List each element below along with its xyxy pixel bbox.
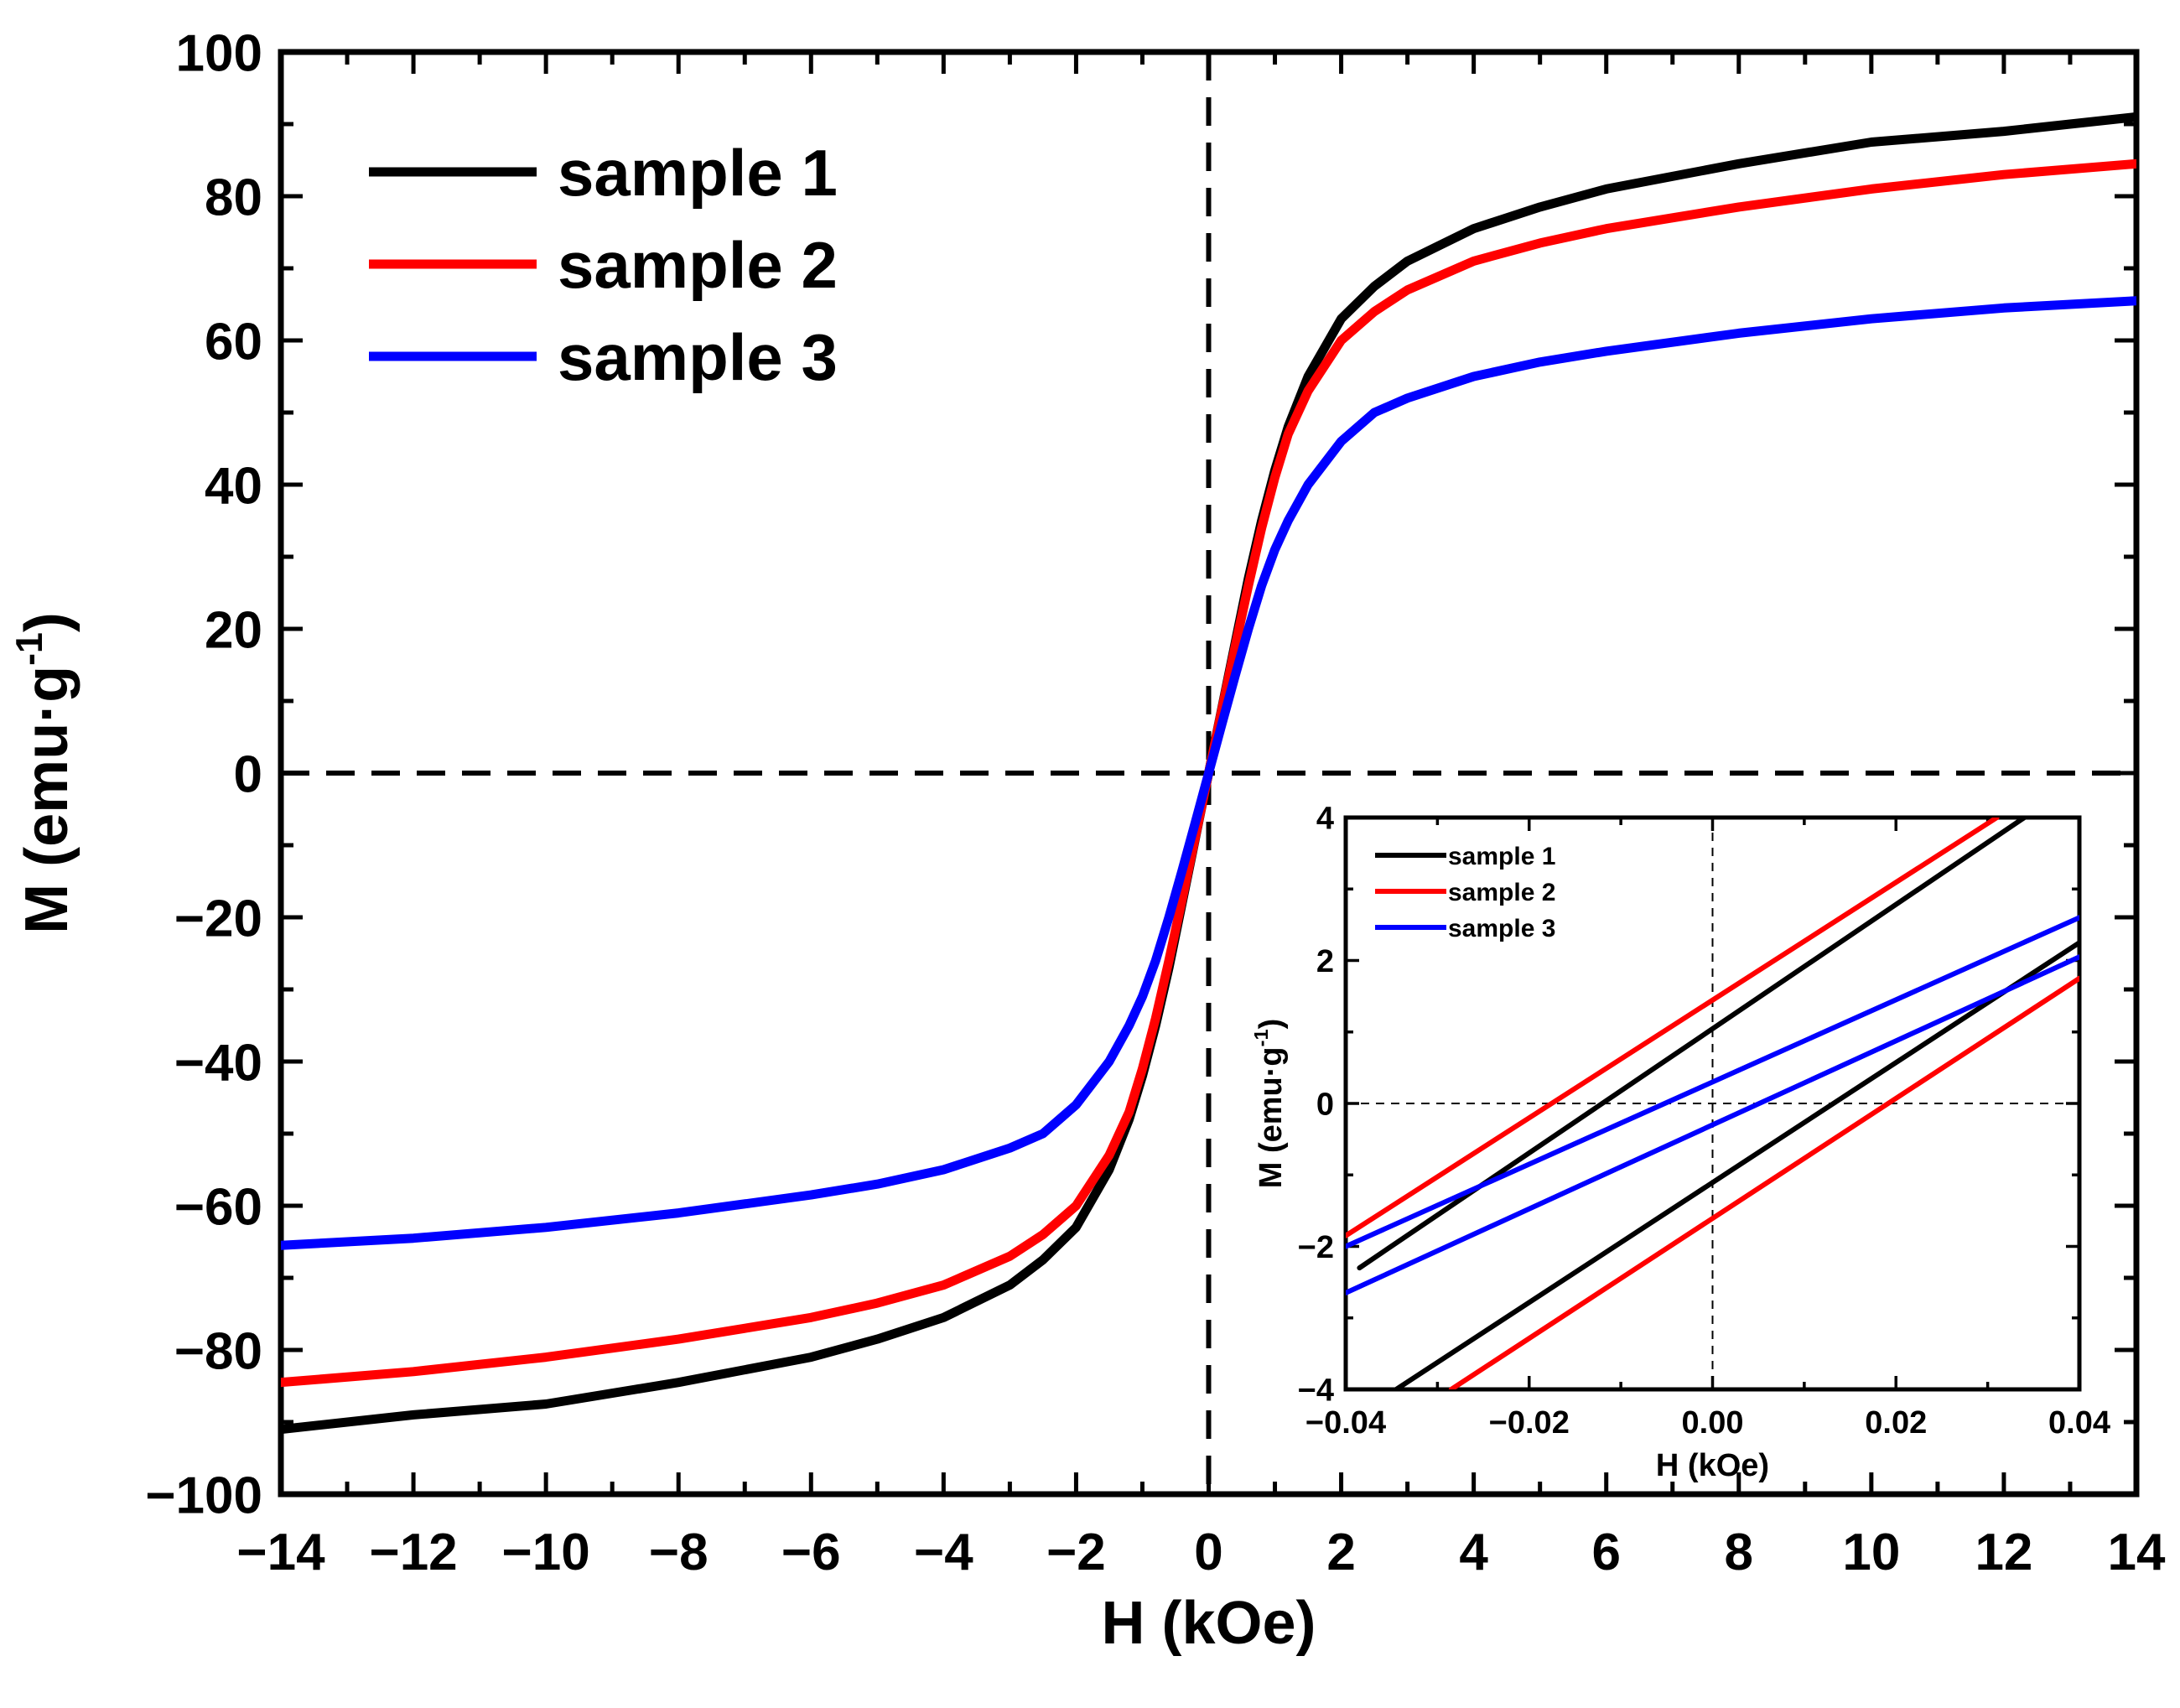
inset-x-tick-label: −0.04	[1305, 1405, 1386, 1441]
inset-y-axis-title-sup: -1	[1250, 1029, 1272, 1046]
main-legend-label-2: sample 2	[558, 228, 838, 302]
inset-series-line-3-branch-1	[1346, 915, 2079, 1249]
inset-y-tick-label: 0	[1316, 1088, 1334, 1123]
inset-legend-label-1: sample 1	[1448, 843, 1555, 870]
main-x-axis-title: H (kOe)	[1101, 1590, 1316, 1657]
inset-series-line-2-branch-1	[1346, 818, 2000, 1238]
main-x-tick-label: 10	[1842, 1524, 1900, 1581]
main-x-tick-label: 2	[1326, 1524, 1355, 1581]
inset-series-line-2-branch-2	[1448, 975, 2079, 1389]
main-legend-label-1: sample 1	[558, 136, 838, 210]
main-y-axis-title: M (emu·g-1)	[9, 612, 80, 934]
inset-x-tick-label: 0.02	[1865, 1405, 1927, 1441]
main-x-tick-label: 6	[1591, 1524, 1620, 1581]
main-x-tick-label: −2	[1046, 1524, 1106, 1581]
inset-series-line-3-branch-2	[1346, 954, 2079, 1295]
inset-series-group	[1346, 818, 2079, 1389]
main-y-tick-label: −100	[145, 1467, 262, 1524]
main-x-tick-label: −14	[236, 1524, 325, 1581]
inset-y-tick-label: 2	[1316, 944, 1334, 979]
inset-y-tick-label: −4	[1298, 1373, 1334, 1409]
main-x-tick-label: 4	[1459, 1524, 1488, 1581]
main-y-axis-title-close: )	[13, 612, 80, 632]
main-x-tick-label: 0	[1194, 1524, 1222, 1581]
inset-legend-label-3: sample 3	[1448, 915, 1555, 942]
main-x-tick-label: 12	[1975, 1524, 2032, 1581]
inset-legend-label-2: sample 2	[1448, 879, 1555, 906]
main-y-tick-label: 60	[205, 313, 262, 371]
main-legend-label-3: sample 3	[558, 320, 838, 394]
main-y-tick-label: 20	[205, 601, 262, 659]
inset-x-tick-label: 0.00	[1682, 1405, 1744, 1441]
main-y-tick-label: −40	[174, 1034, 262, 1092]
inset-y-axis-title-base: M (emu·g	[1254, 1046, 1289, 1188]
main-y-tick-label: −80	[174, 1322, 262, 1380]
main-y-axis-title-base: M (emu·g	[13, 666, 80, 934]
main-x-tick-label: −4	[914, 1524, 973, 1581]
main-y-tick-label: −20	[174, 890, 262, 947]
main-series-group	[281, 112, 2136, 1435]
main-y-axis-title-sup: -1	[9, 632, 50, 666]
main-y-tick-label: 40	[205, 457, 262, 515]
inset-y-axis-title-close: )	[1254, 1019, 1289, 1030]
main-x-tick-label: −12	[369, 1524, 457, 1581]
inset-series-line-1-branch-2	[1394, 940, 2079, 1389]
inset-x-tick-label: 0.04	[2048, 1405, 2110, 1441]
inset-y-tick-label: −2	[1298, 1230, 1334, 1265]
main-x-tick-label: 14	[2108, 1524, 2166, 1581]
inset-x-axis-title: H (kOe)	[1656, 1448, 1769, 1483]
main-x-tick-label: −6	[781, 1524, 841, 1581]
main-y-tick-label: 100	[176, 24, 262, 82]
main-y-tick-label: −60	[174, 1178, 262, 1236]
inset-x-tick-label: −0.02	[1489, 1405, 1570, 1441]
inset-y-axis-title: M (emu·g-1)	[1250, 1019, 1289, 1188]
main-y-tick-label: 0	[234, 745, 262, 803]
inset-chart: −0.04 −0.02 0.00 0.02 0.04 −4 −2 0 2 4 H (kOe) M (e…	[1250, 802, 2110, 1483]
inset-y-tick-label: 4	[1316, 802, 1334, 837]
main-series-line-3	[281, 296, 2136, 1250]
main-y-tick-label: 80	[205, 169, 262, 226]
main-x-tick-label: −10	[502, 1524, 590, 1581]
main-x-tick-label: 8	[1725, 1524, 1753, 1581]
main-x-tick-label: −8	[649, 1524, 708, 1581]
